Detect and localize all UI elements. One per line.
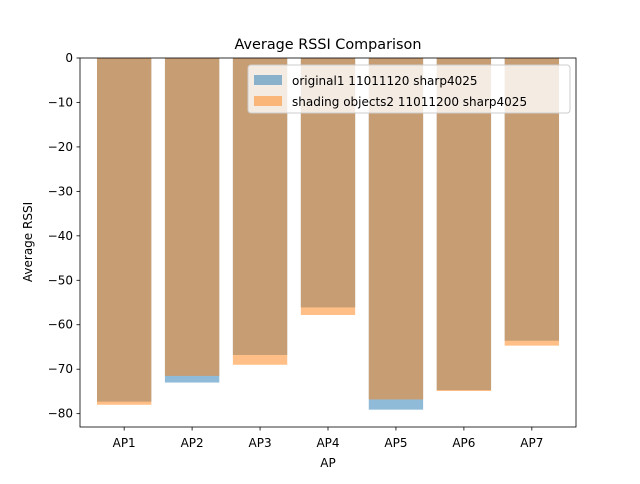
x-tick-label-ap6: AP6 [452,436,475,450]
y-tick-label: −50 [48,273,73,287]
y-tick-label: −80 [48,407,73,421]
legend-label-series1: original1 11011120 sharp4025 [292,74,478,88]
legend-label-series2: shading objects2 11011200 sharp4025 [292,95,527,109]
x-tick-label-ap5: AP5 [384,436,407,450]
x-tick-label-ap1: AP1 [113,436,136,450]
bar-series2-ap5 [368,58,424,400]
chart-legend: original1 11011120 sharp4025 shading obje… [247,64,571,114]
legend-swatch-series2 [254,96,282,106]
y-tick-label: −30 [48,184,73,198]
x-tick-label-ap2: AP2 [181,436,204,450]
x-tick-label-ap3: AP3 [249,436,272,450]
x-tick-label-ap7: AP7 [520,436,543,450]
bar-series2-ap2 [164,58,220,376]
y-tick-label: −10 [48,95,73,109]
y-axis-label: Average RSSI [21,202,35,282]
legend-frame [247,64,571,114]
y-tick-label: −70 [48,362,73,376]
chart-title: Average RSSI Comparison [235,37,422,53]
bar-series2-ap1 [96,58,152,405]
legend-swatch-series1 [254,75,282,85]
y-tick-label: −20 [48,140,73,154]
y-tick-label: 0 [65,51,73,65]
y-tick-label: −60 [48,318,73,332]
x-tick-label-ap4: AP4 [316,436,339,450]
y-tick-label: −40 [48,229,73,243]
x-axis-label: AP [320,456,335,470]
